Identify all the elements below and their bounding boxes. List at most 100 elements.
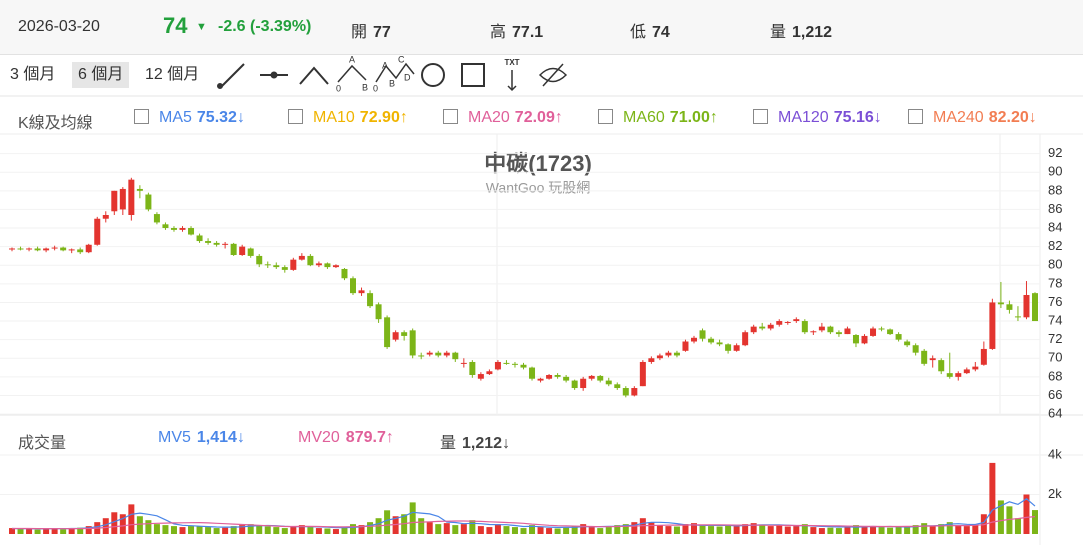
volume-bar — [546, 528, 553, 534]
candle-body — [264, 264, 271, 266]
tool-line[interactable] — [221, 63, 245, 87]
checkbox[interactable] — [443, 109, 458, 124]
y-tick-label: 74 — [1048, 312, 1062, 327]
tool-arrow — [507, 85, 517, 92]
volume-bar — [870, 526, 877, 534]
stat-value: 77 — [373, 24, 391, 41]
volume-bar — [51, 528, 58, 534]
checkbox[interactable] — [134, 109, 149, 124]
volume-ma-line — [12, 516, 1036, 530]
legend-trend: ↑ — [399, 109, 408, 126]
candle-body — [435, 352, 442, 356]
candle-body — [844, 328, 851, 335]
candle-body — [852, 335, 859, 344]
volume-bar — [912, 525, 919, 534]
candle-body — [452, 352, 459, 360]
tool-text: B — [362, 82, 368, 92]
volume-bar — [205, 527, 212, 534]
volume-bar — [716, 526, 723, 534]
range-button[interactable]: 6 個月 — [72, 62, 130, 88]
volume-bar — [350, 524, 356, 534]
tool-text: A — [382, 60, 388, 70]
volume-bar — [9, 528, 15, 534]
candle-body — [861, 335, 868, 344]
candle-body — [878, 328, 885, 330]
volume-bar — [170, 526, 177, 534]
candle-body — [375, 304, 382, 320]
volume-bar — [571, 526, 578, 534]
range-button[interactable]: 12 個月 — [139, 62, 206, 88]
candle-body — [529, 367, 536, 379]
range-button[interactable]: 3 個月 — [4, 62, 62, 88]
legend-trend: ↓ — [236, 109, 245, 126]
volume-bar — [1006, 506, 1013, 534]
legend-item[interactable]: MA120 75.16↓ — [753, 109, 882, 127]
legend-item: MV20 879.7↑ — [298, 429, 394, 447]
volume-bar — [605, 527, 612, 534]
candle-body — [111, 190, 118, 212]
checkbox[interactable] — [598, 109, 613, 124]
candle-body — [350, 278, 356, 294]
volume-bar — [43, 528, 50, 534]
candle-body — [128, 179, 135, 215]
candle-body — [946, 373, 953, 377]
checkbox[interactable] — [753, 109, 768, 124]
tool-rect[interactable] — [461, 63, 485, 87]
volume-bar — [1023, 494, 1030, 534]
checkbox[interactable] — [288, 109, 303, 124]
legend-value: 1,212 — [462, 435, 503, 452]
y-tick-label: 86 — [1048, 201, 1062, 216]
volume-bar — [324, 528, 331, 534]
price-arrow: ▼ — [196, 21, 207, 33]
tool-abcd[interactable] — [375, 62, 415, 83]
y-tick-label: 90 — [1048, 164, 1062, 179]
candle-body — [929, 358, 936, 361]
legend-value: 75.16 — [833, 109, 874, 126]
candle-body — [367, 293, 374, 307]
candle-body — [239, 246, 246, 255]
tool-ab[interactable] — [337, 64, 367, 83]
volume-bar — [17, 529, 24, 534]
legend-name: MA120 — [778, 109, 829, 126]
stat-label: 高 — [490, 24, 507, 41]
legend-trend: ↑ — [554, 109, 563, 126]
volume-bar — [111, 512, 118, 534]
volume-bar — [793, 526, 800, 534]
candle-body — [537, 378, 544, 381]
volume-bar — [119, 514, 126, 534]
candle-body — [77, 249, 84, 253]
legend-item[interactable]: MA10 72.90↑ — [288, 109, 408, 127]
candle-body — [631, 388, 638, 396]
candle-body — [162, 224, 169, 229]
volume-bar — [852, 525, 859, 534]
candle-body — [673, 352, 680, 356]
legend-item[interactable]: MA60 71.00↑ — [598, 109, 718, 127]
legend-item[interactable]: MA240 82.20↓ — [908, 109, 1037, 127]
candle-body — [384, 317, 391, 348]
tool-hide[interactable] — [538, 63, 568, 87]
legend-item[interactable]: MA20 72.09↑ — [443, 109, 563, 127]
legend-title: 成交量 — [18, 435, 67, 452]
candle-body — [1032, 293, 1038, 322]
legend-trend: ↓ — [236, 429, 245, 446]
tool-angle[interactable] — [299, 66, 329, 85]
volume-bar — [511, 527, 518, 534]
candle-body — [648, 358, 655, 362]
candle-body — [43, 248, 50, 251]
candle-body — [17, 248, 24, 250]
checkbox[interactable] — [908, 109, 923, 124]
volume-bar — [656, 525, 663, 534]
stat-value: 77.1 — [512, 24, 544, 41]
volume-bar — [588, 527, 595, 534]
volume-bar — [460, 524, 467, 534]
candle-body — [827, 326, 834, 333]
legend-item: 量 1,212↓ — [440, 429, 510, 453]
candle-body — [443, 352, 450, 356]
volume-bar — [392, 516, 399, 534]
candle-body — [682, 341, 689, 351]
legend-item[interactable]: MA5 75.32↓ — [134, 109, 245, 127]
candle-body — [34, 248, 41, 251]
stat: 高 77.1 — [490, 18, 543, 42]
tool-circle[interactable] — [421, 63, 445, 87]
volume-bar — [435, 524, 442, 534]
